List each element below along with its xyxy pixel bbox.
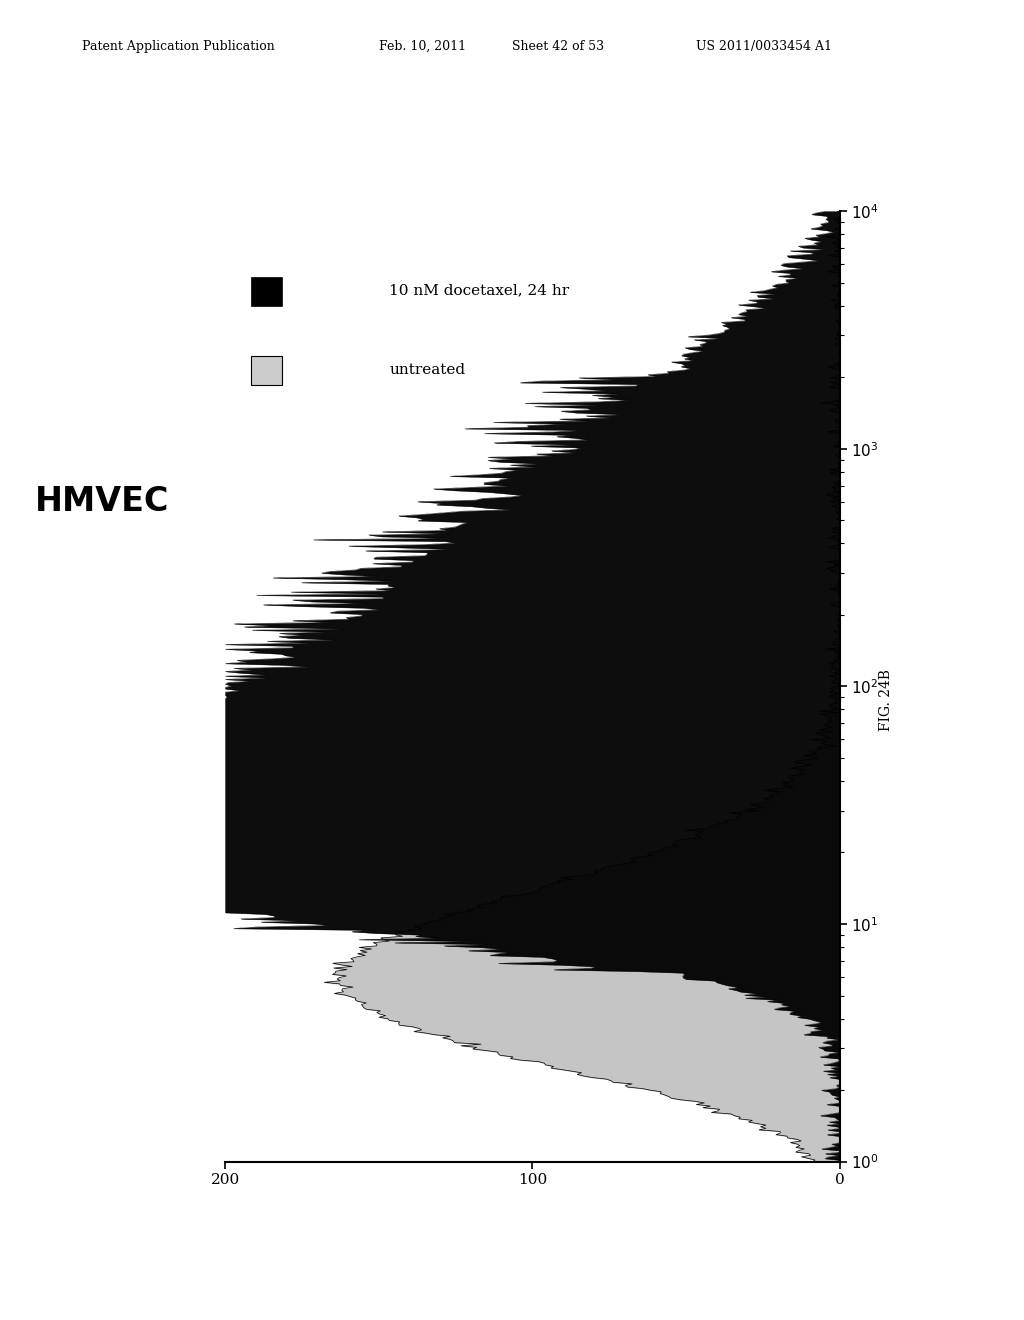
- Text: Feb. 10, 2011: Feb. 10, 2011: [379, 40, 466, 53]
- Text: untreated: untreated: [389, 363, 465, 376]
- Text: HMVEC: HMVEC: [35, 486, 170, 519]
- Text: US 2011/0033454 A1: US 2011/0033454 A1: [696, 40, 833, 53]
- Text: Patent Application Publication: Patent Application Publication: [82, 40, 274, 53]
- Text: Sheet 42 of 53: Sheet 42 of 53: [512, 40, 604, 53]
- Text: 10 nM docetaxel, 24 hr: 10 nM docetaxel, 24 hr: [389, 284, 569, 297]
- Text: FIG. 24B: FIG. 24B: [879, 669, 893, 730]
